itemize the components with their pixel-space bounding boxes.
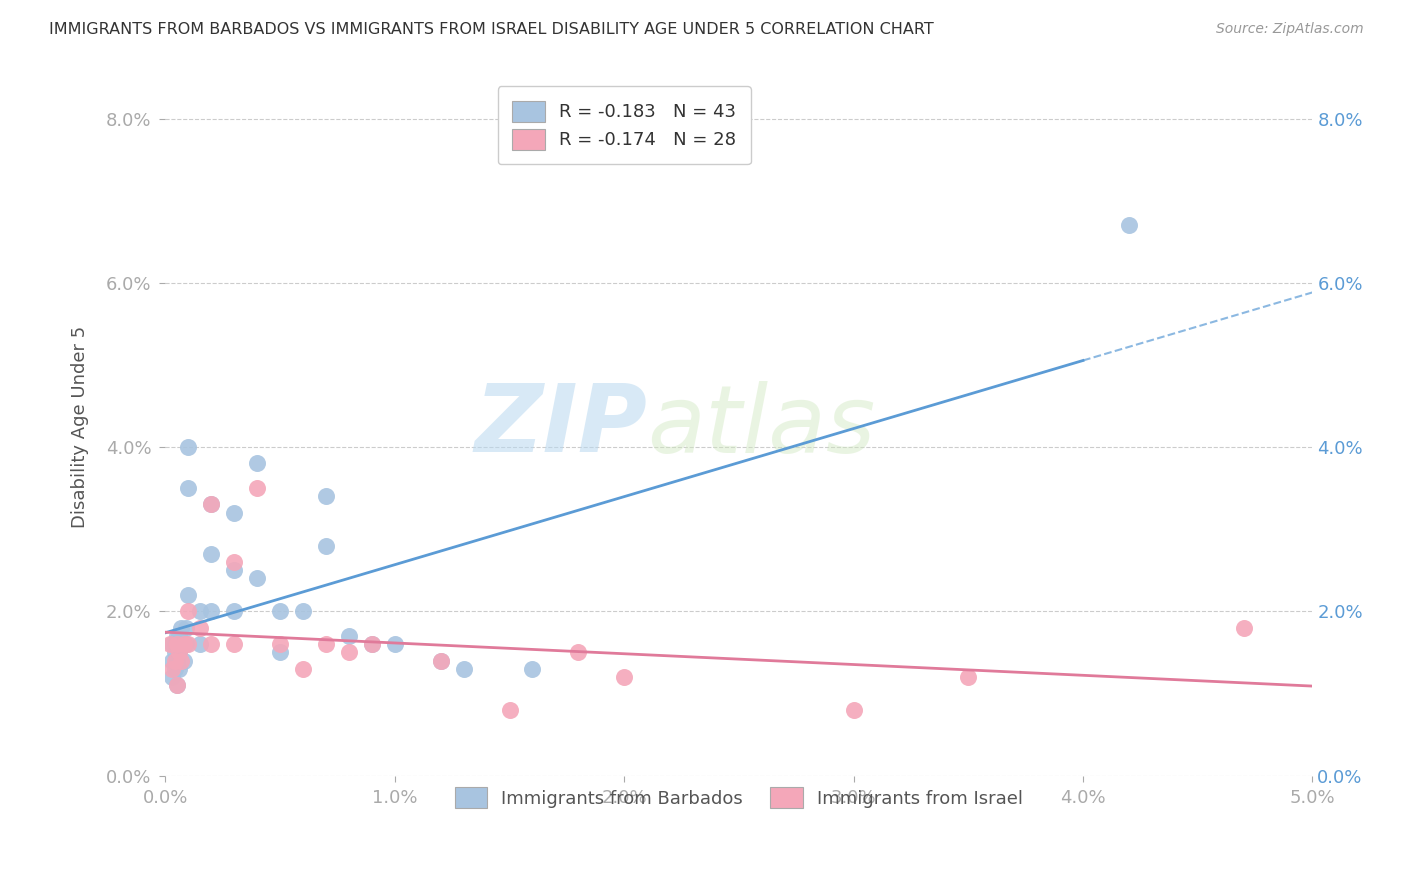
Point [429, 654, 451, 668]
Point [224, 563, 246, 577]
Point [224, 506, 246, 520]
Point [162, 662, 184, 676]
Point [162, 654, 184, 668]
Point [200, 604, 222, 618]
Point [453, 662, 475, 676]
Point [200, 498, 222, 512]
Point [170, 637, 193, 651]
Point [177, 440, 200, 454]
Point [957, 670, 980, 684]
Point [167, 629, 190, 643]
Point [174, 621, 197, 635]
Point [1232, 621, 1254, 635]
Point [166, 678, 188, 692]
Text: ZIP: ZIP [474, 381, 647, 473]
Point [315, 539, 337, 553]
Point [167, 645, 190, 659]
Text: IMMIGRANTS FROM BARBADOS VS IMMIGRANTS FROM ISRAEL DISABILITY AGE UNDER 5 CORREL: IMMIGRANTS FROM BARBADOS VS IMMIGRANTS F… [49, 22, 934, 37]
Point [522, 662, 544, 676]
Point [498, 703, 520, 717]
Point [166, 678, 188, 692]
Point [177, 588, 200, 602]
Point [167, 645, 190, 659]
Point [177, 604, 200, 618]
Point [246, 571, 269, 585]
Legend: Immigrants from Barbados, Immigrants from Israel: Immigrants from Barbados, Immigrants fro… [447, 780, 1031, 815]
Point [269, 645, 291, 659]
Point [567, 645, 589, 659]
Point [246, 457, 269, 471]
Point [174, 637, 197, 651]
Y-axis label: Disability Age Under 5: Disability Age Under 5 [72, 326, 89, 527]
Text: atlas: atlas [647, 381, 876, 472]
Point [613, 670, 636, 684]
Point [842, 703, 865, 717]
Point [188, 604, 211, 618]
Point [177, 481, 200, 495]
Point [173, 637, 195, 651]
Point [269, 604, 291, 618]
Point [167, 662, 190, 676]
Point [224, 555, 246, 569]
Point [360, 637, 382, 651]
Point [170, 654, 193, 668]
Point [162, 670, 184, 684]
Point [163, 637, 186, 651]
Point [166, 637, 188, 651]
Point [188, 637, 211, 651]
Point [159, 637, 181, 651]
Point [315, 489, 337, 503]
Point [166, 629, 188, 643]
Point [337, 629, 360, 643]
Point [163, 654, 186, 668]
Point [1118, 219, 1140, 233]
Point [177, 637, 200, 651]
Point [224, 637, 246, 651]
Point [163, 645, 186, 659]
Point [269, 637, 291, 651]
Point [292, 662, 315, 676]
Point [384, 637, 406, 651]
Point [173, 637, 195, 651]
Point [173, 654, 195, 668]
Point [162, 637, 184, 651]
Point [200, 547, 222, 561]
Point [200, 637, 222, 651]
Text: Source: ZipAtlas.com: Source: ZipAtlas.com [1216, 22, 1364, 37]
Point [166, 654, 188, 668]
Point [337, 645, 360, 659]
Point [429, 654, 451, 668]
Point [315, 637, 337, 651]
Point [188, 621, 211, 635]
Point [200, 498, 222, 512]
Point [224, 604, 246, 618]
Point [360, 637, 382, 651]
Point [292, 604, 315, 618]
Point [246, 481, 269, 495]
Point [163, 662, 186, 676]
Point [170, 621, 193, 635]
